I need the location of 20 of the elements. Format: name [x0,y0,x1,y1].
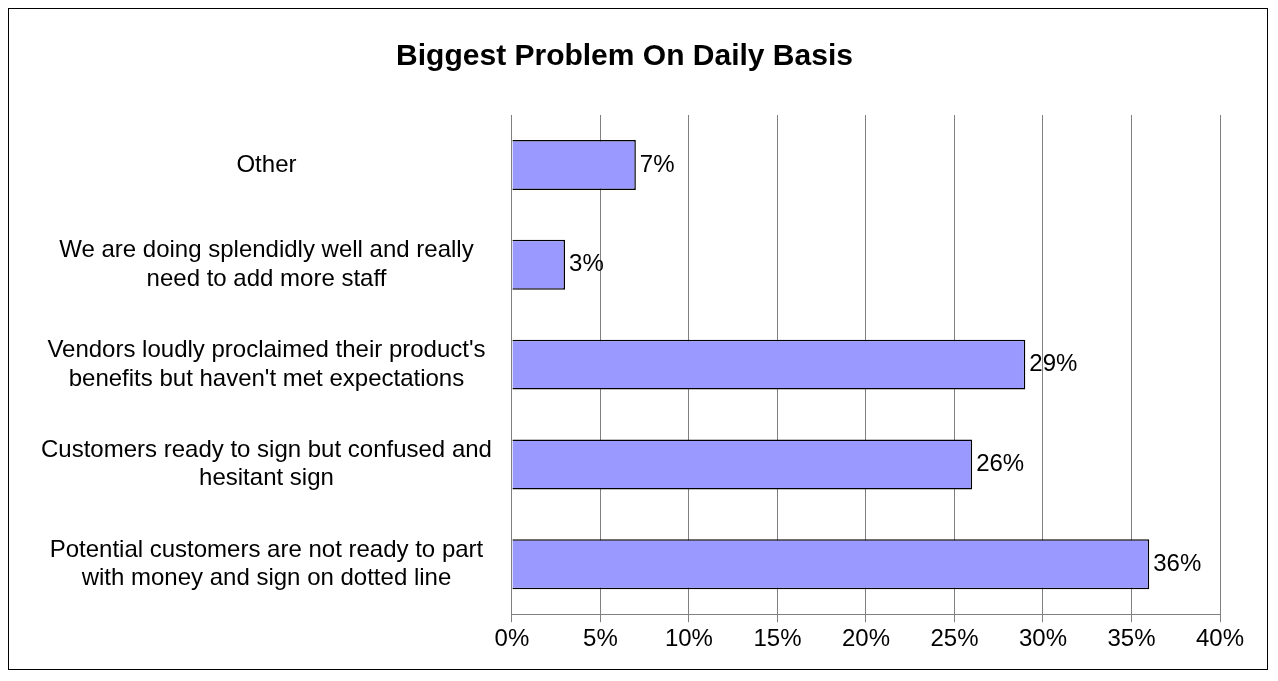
x-tick-label: 30% [1018,624,1067,652]
data-label: 7% [639,149,675,177]
y-tick-label: Vendors loudly proclaimed their product's benefits but haven't met expectations [47,334,486,391]
data-label: 3% [569,249,604,277]
x-tick-label: 35% [1107,624,1156,652]
data-label: 26% [976,449,1025,477]
y-tick-label: We are doing splendidly well and really need to add more staff [59,234,474,291]
x-tick-label: 10% [664,624,713,652]
x-tick-label: 0% [494,624,530,652]
x-tick-label: 5% [583,624,618,652]
y-tick-label: Potential customers are not ready to part with money and sign on dotted line [49,534,484,591]
y-tick-label: Customers ready to sign but confused and hesitant sign [40,434,492,491]
x-tick-label: 40% [1195,624,1245,652]
y-tick-label: Other [236,149,297,177]
x-tick-label: 15% [753,624,802,652]
x-tick-label: 20% [841,624,890,652]
data-label: 36% [1153,548,1202,576]
x-tick-label: 25% [930,624,979,652]
chart-title: Biggest Problem On Daily Basis [396,38,853,72]
data-label: 29% [1029,349,1078,377]
